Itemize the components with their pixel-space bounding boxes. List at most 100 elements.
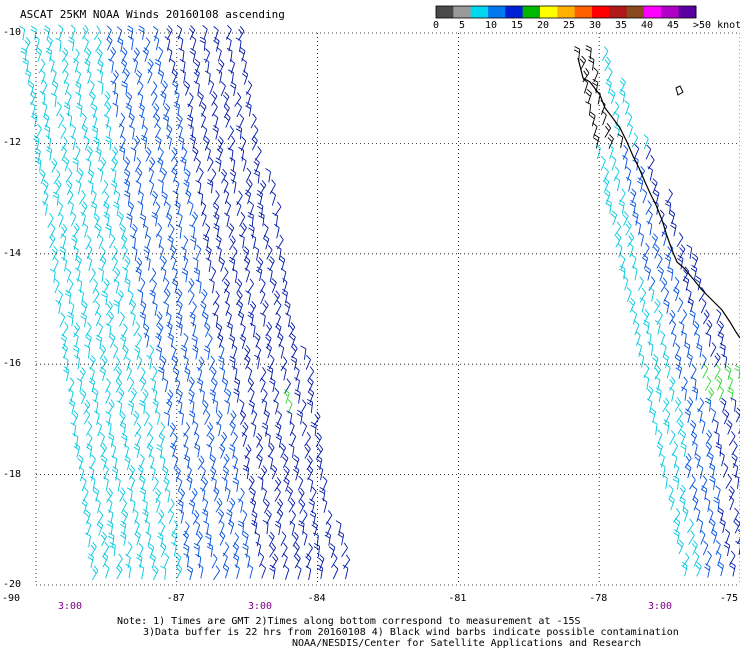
wind-barb: [103, 191, 110, 207]
wind-barb: [625, 166, 632, 182]
wind-barb: [262, 520, 269, 535]
wind-barb: [661, 342, 667, 358]
wind-barb: [275, 245, 282, 260]
wind-barb: [684, 408, 691, 424]
swath-time-label: 3:00: [58, 601, 83, 612]
wind-barb: [204, 410, 211, 425]
wind-barb: [65, 168, 73, 183]
wind-barb: [142, 124, 148, 140]
wind-barb: [163, 277, 170, 293]
wind-barb: [267, 455, 274, 470]
wind-barb: [105, 124, 112, 139]
wind-barb: [60, 334, 67, 349]
wind-barb: [201, 508, 209, 524]
wind-barb: [239, 399, 245, 414]
map-title: ASCAT 25KM NOAA Winds 20160108 ascending: [20, 8, 285, 21]
wind-barb: [260, 289, 266, 305]
wind-barb: [62, 156, 70, 172]
wind-barb: [189, 311, 196, 327]
note-line-3: NOAA/NESDIS/Center for Satellite Applica…: [292, 638, 642, 649]
wind-barb: [220, 168, 227, 184]
wind-barb: [700, 298, 707, 314]
wind-barb: [626, 287, 632, 303]
wind-barb: [622, 144, 629, 160]
wind-barb: [95, 223, 102, 239]
wind-barb: [137, 289, 144, 304]
wind-barb: [99, 366, 106, 382]
wind-barb: [686, 397, 694, 412]
wind-barb: [635, 220, 642, 236]
wind-barb: [199, 487, 206, 502]
wind-barb: [343, 554, 351, 570]
wind-barb: [110, 443, 117, 458]
wind-barb: [281, 365, 287, 381]
wind-barb: [183, 521, 190, 537]
legend-color-segment: [505, 6, 524, 18]
wind-barb: [237, 498, 244, 513]
wind-barb: [704, 497, 711, 512]
wind-barb: [682, 276, 690, 291]
wind-barb: [670, 319, 677, 335]
wind-barb: [706, 319, 713, 335]
wind-barb: [229, 420, 236, 436]
wind-barb: [142, 223, 149, 239]
wind-barb: [265, 343, 272, 359]
wind-barb: [119, 411, 126, 427]
wind-barb: [89, 476, 96, 491]
wind-barb: [310, 421, 317, 436]
wind-barb: [265, 168, 271, 183]
wind-barb: [733, 507, 740, 523]
wind-barb: [103, 464, 109, 480]
island: [675, 85, 684, 96]
wind-barb: [241, 70, 249, 85]
wind-barb: [148, 167, 155, 183]
wind-barb: [709, 475, 716, 490]
wind-barb: [244, 189, 252, 205]
wind-barb: [112, 256, 118, 272]
wind-barb: [244, 553, 251, 568]
wind-barb: [698, 287, 706, 302]
wind-barb: [209, 454, 216, 470]
wind-barb: [155, 136, 162, 151]
wind-barb: [695, 343, 703, 358]
wind-barb: [236, 278, 243, 294]
wind-barb: [120, 134, 126, 150]
wind-barb: [676, 232, 684, 248]
wind-barb: [177, 35, 184, 51]
wind-barb: [710, 342, 717, 357]
wind-barb: [582, 67, 590, 83]
wind-barb: [123, 68, 130, 84]
wind-barb: [283, 389, 290, 404]
wind-barb: [113, 201, 120, 216]
wind-barb: [163, 411, 170, 427]
wind-barb: [284, 378, 291, 394]
wind-barb: [332, 564, 339, 580]
wind-barb: [156, 311, 163, 327]
wind-barb: [244, 354, 251, 370]
wind-barb: [254, 354, 260, 370]
wind-barb: [42, 179, 49, 195]
wind-barb: [131, 246, 138, 261]
wind-barb: [296, 564, 302, 580]
wind-barb: [727, 386, 734, 402]
wind-barb: [220, 81, 226, 97]
wind-barb: [103, 211, 110, 227]
wind-barb: [95, 37, 102, 52]
wind-barb: [114, 190, 121, 205]
wind-barb: [212, 202, 220, 218]
wind-barb: [226, 509, 233, 524]
wind-barb: [139, 475, 146, 491]
wind-barb: [81, 24, 89, 40]
wind-barb: [118, 112, 126, 128]
wind-barb: [101, 179, 109, 195]
wind-barb: [708, 463, 716, 478]
wind-barb: [57, 201, 64, 217]
wind-barb: [610, 210, 618, 226]
wind-barb: [306, 543, 313, 558]
wind-barb: [117, 37, 124, 52]
wind-barb: [120, 234, 128, 250]
wind-barb: [216, 46, 222, 62]
wind-barb: [60, 233, 67, 249]
wind-barb: [331, 553, 338, 568]
wind-barb: [67, 388, 74, 404]
